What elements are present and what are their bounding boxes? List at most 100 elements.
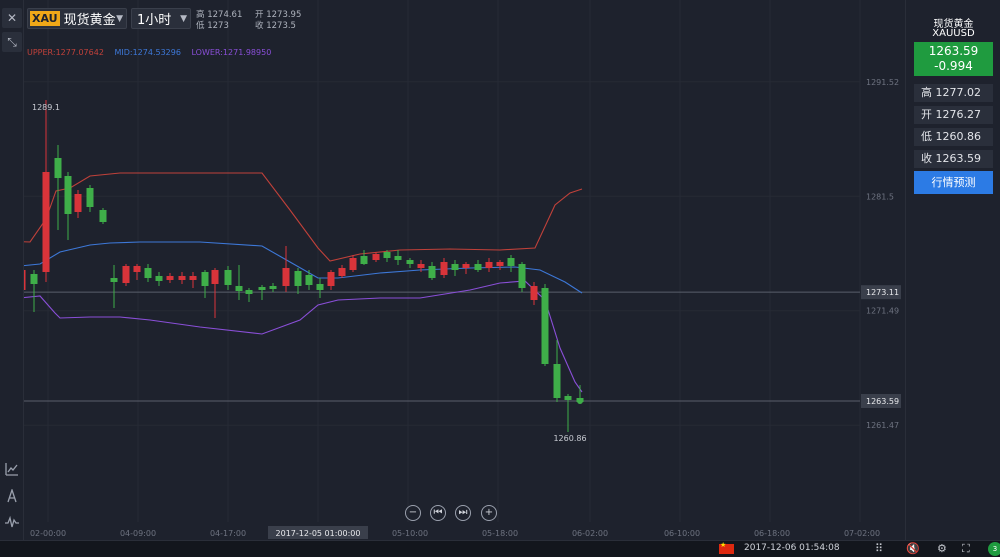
candle-body [507, 258, 515, 266]
open-label: 开 [255, 10, 264, 20]
candle-body [440, 262, 448, 275]
draw-tool-icon[interactable] [3, 487, 21, 505]
ohlc-open-close: 开 1273.95 收 1273.5 [255, 10, 301, 32]
candle-body [451, 264, 459, 270]
symbol-name: 现货黄金 [63, 13, 116, 28]
min-annotation: 1260.86 [553, 434, 586, 443]
candle-body [485, 262, 493, 268]
candlesticks [0, 100, 584, 432]
x-tick-label: 2017-12-05 01:00:00 [276, 529, 361, 538]
stat-label: 收 [921, 152, 932, 165]
symbol-badge: XAU [30, 11, 60, 26]
period-selector[interactable]: 1小时 ▼ [131, 8, 191, 29]
wave-icon[interactable] [3, 513, 21, 531]
taskbar: 2017-12-06 01:54:08 ⠿ 🔇 ⚙ ⛶ 3 [0, 540, 1000, 557]
symbol-selector[interactable]: XAU 现货黄金 ▼ [27, 8, 127, 29]
upper-band-line [0, 172, 583, 262]
stat-value: 1260.86 [935, 130, 982, 143]
mute-icon[interactable]: 🔇 [906, 542, 920, 555]
candle-body [417, 264, 425, 268]
candle-body [224, 270, 232, 285]
candle-body [349, 258, 357, 270]
lower-band-line [0, 280, 583, 393]
candle-body [189, 276, 197, 280]
candle-body [383, 252, 391, 258]
stat-label: 低 [921, 130, 932, 143]
price-chart[interactable]: 1291.52 1281.5 1273.11 1271.49 1263.59 1261.4… [0, 0, 905, 540]
open-value: 1273.95 [266, 10, 302, 20]
candle-body [133, 266, 141, 272]
candle-body [258, 287, 266, 290]
y-tick-label: 1263.59 [866, 397, 899, 406]
legend-lower: LOWER:1271.98950 [191, 48, 272, 57]
candle-body [144, 268, 152, 278]
taskbar-clock: 2017-12-06 01:54:08 [744, 543, 840, 553]
candle-body [282, 268, 290, 286]
stat-value: 1276.27 [935, 108, 982, 121]
candle-body [42, 172, 50, 272]
grid-lines [24, 0, 861, 522]
candle-body [166, 276, 174, 280]
indicator-icon[interactable] [3, 460, 21, 478]
screen-icon[interactable]: ⛶ [962, 542, 970, 555]
candle-body [541, 288, 549, 364]
legend-mid: MID:1274.53296 [114, 48, 181, 57]
axes: 1291.52 1281.5 1273.11 1271.49 1263.59 1261.4… [30, 78, 901, 539]
stat-label: 开 [921, 108, 932, 121]
candle-body [99, 210, 107, 222]
candle-body [201, 272, 209, 286]
y-tick-label: 1291.52 [866, 78, 899, 87]
candle-body [316, 284, 324, 290]
close-chart-button[interactable]: ✕ [2, 8, 22, 28]
period-label: 1小时 [137, 13, 172, 28]
candle-body [553, 364, 561, 398]
candle-body [360, 256, 368, 264]
quote-name: 现货黄金 [933, 19, 974, 30]
high-value: 1274.61 [207, 10, 243, 20]
candle-body [30, 274, 38, 284]
x-tick-label: 05-18:00 [482, 529, 518, 538]
zoom-in-button[interactable]: + [481, 505, 497, 521]
gear-icon[interactable]: ⚙ [937, 542, 947, 555]
candle-body [338, 268, 346, 276]
price-tag [861, 285, 901, 300]
candle-body [155, 276, 163, 281]
candle-body [496, 262, 504, 266]
x-tick-label: 04-17:00 [210, 529, 246, 538]
max-annotation: 1289.1 [32, 103, 60, 112]
candle-body [74, 194, 82, 212]
zoom-out-button[interactable]: − [405, 505, 421, 521]
ohlc-high-low: 高 1274.61 低 1273 [196, 10, 242, 32]
x-tick-label: 02-00:00 [30, 529, 66, 538]
close-value: 1273.5 [266, 21, 296, 31]
y-tick-label: 1261.47 [866, 421, 899, 430]
x-highlight-tag [268, 526, 368, 539]
candle-body [269, 286, 277, 289]
collapse-icon[interactable]: ⤡ [2, 32, 22, 52]
scroll-end-button[interactable]: ⏭ [455, 505, 471, 521]
x-tick-label: 07-02:00 [844, 529, 880, 538]
stat-label: 高 [921, 86, 932, 99]
quote-high: 高 1277.02 [914, 84, 993, 102]
candle-body [178, 276, 186, 280]
candle-body [428, 266, 436, 278]
x-tick-label: 05-10:00 [392, 529, 428, 538]
candle-body [86, 188, 94, 207]
candle-body [327, 272, 335, 286]
candle-body [294, 271, 302, 286]
grid-icon[interactable]: ⠿ [875, 542, 884, 555]
y-tick-label: 1271.49 [866, 307, 899, 316]
candle-body [235, 286, 243, 291]
quote-open: 开 1276.27 [914, 106, 993, 124]
candle-body [406, 260, 414, 264]
quote-change: -0.994 [934, 59, 973, 73]
low-label: 低 [196, 21, 205, 31]
notification-badge[interactable]: 3 [988, 542, 1000, 556]
quote-price-box: 1263.59 -0.994 [914, 42, 993, 76]
stat-value: 1263.59 [935, 152, 982, 165]
forecast-button[interactable]: 行情预测 [914, 171, 993, 194]
candle-body [122, 266, 130, 283]
scroll-start-button[interactable]: ⏮ [430, 505, 446, 521]
candle-body [372, 254, 380, 260]
